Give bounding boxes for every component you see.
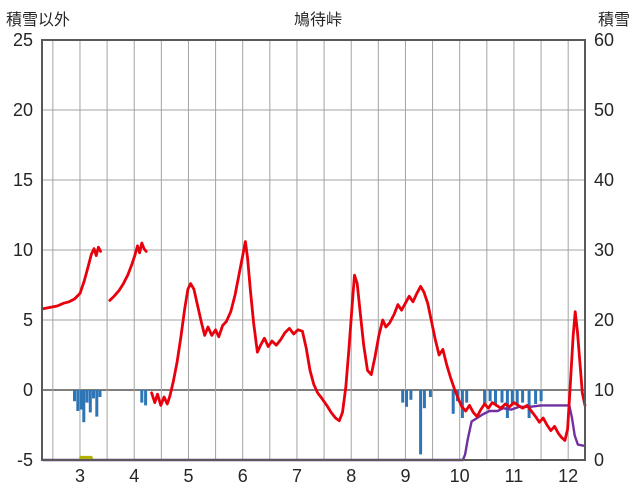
plot-frame (41, 39, 586, 461)
precipitation-bars (500, 390, 504, 403)
precipitation-bars (144, 390, 148, 406)
precipitation-bars (488, 390, 492, 402)
precipitation-bars (85, 390, 89, 403)
x-tick-label: 4 (129, 466, 139, 486)
x-tick-label: 8 (346, 466, 356, 486)
x-tick-label: 12 (558, 466, 578, 486)
y-left-tick-label: -5 (17, 450, 33, 470)
x-tick-label: 7 (292, 466, 302, 486)
x-tick-label: 9 (400, 466, 410, 486)
x-tick-label: 3 (75, 466, 85, 486)
precipitation-bars (428, 390, 432, 397)
precipitation-bars (494, 390, 497, 406)
temperature-line (41, 245, 102, 311)
precipitation-bars (465, 390, 469, 403)
precipitation-bars (483, 390, 487, 404)
y-left-tick-label: 25 (13, 30, 33, 50)
y-right-tick-label: 40 (594, 170, 614, 190)
precipitation-bars (451, 390, 455, 414)
precipitation-bars (401, 390, 405, 403)
y-left-tick-label: 10 (13, 240, 33, 260)
precipitation-bars (419, 390, 423, 455)
precipitation-bars (95, 390, 99, 417)
precipitation-bars (521, 390, 525, 403)
y-right-tick-label: 20 (594, 310, 614, 330)
temperature-line (108, 241, 148, 302)
precipitation-bars (140, 390, 144, 403)
x-tick-label: 11 (505, 466, 524, 486)
precipitation-bars (73, 390, 76, 402)
temperature-line (150, 240, 587, 442)
x-tick-label: 10 (450, 466, 470, 486)
precipitation-bars (88, 390, 92, 413)
precipitation-bars (534, 390, 538, 404)
x-tick-label: 6 (238, 466, 248, 486)
y-right-tick-label: 0 (594, 450, 604, 470)
precipitation-bars (460, 390, 464, 418)
precipitation-bars (539, 390, 543, 402)
precipitation-bars (510, 390, 514, 404)
precipitation-bars (76, 390, 80, 411)
precipitation-bars (82, 390, 86, 423)
y-left-tick-label: 0 (23, 380, 33, 400)
y-right-tick-label: 60 (594, 30, 614, 50)
precipitation-bars (79, 390, 83, 410)
precipitation-bars (409, 390, 413, 400)
precipitation-bars (405, 390, 408, 407)
precipitation-bars (98, 390, 102, 397)
y-left-tick-label: 20 (13, 100, 33, 120)
x-tick-label: 5 (183, 466, 193, 486)
snow-depth-line (41, 404, 587, 462)
y-left-tick-label: 5 (23, 310, 33, 330)
y-right-tick-label: 10 (594, 380, 614, 400)
chart-title: 鳩待峠 (293, 12, 342, 29)
y-right-tick-label: 50 (594, 100, 614, 120)
left-axis-title: 積雪以外 (6, 12, 71, 29)
precipitation-bars (422, 390, 426, 409)
y-left-tick-label: 15 (13, 170, 33, 190)
precipitation-bars (92, 390, 95, 399)
precipitation-bars (527, 390, 531, 418)
precipitation-bars (515, 390, 519, 406)
right-axis-title: 積雪 (597, 12, 630, 29)
y-right-tick-label: 30 (594, 240, 614, 260)
